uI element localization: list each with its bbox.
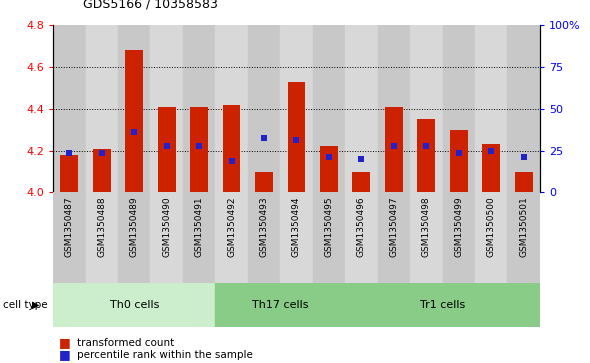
Bar — [86, 192, 118, 283]
Bar — [345, 25, 378, 192]
Text: GSM1350501: GSM1350501 — [519, 196, 528, 257]
Text: Th0 cells: Th0 cells — [110, 300, 159, 310]
Bar — [287, 82, 306, 192]
Point — [454, 150, 463, 156]
Text: GSM1350494: GSM1350494 — [292, 196, 301, 257]
Bar — [410, 192, 442, 283]
Text: ■: ■ — [59, 336, 71, 349]
Bar — [385, 107, 403, 192]
Bar — [410, 25, 442, 192]
Point — [519, 154, 528, 160]
Point — [324, 154, 333, 160]
Text: GSM1350488: GSM1350488 — [97, 196, 106, 257]
Bar — [482, 144, 500, 192]
Bar — [158, 107, 176, 192]
Bar — [450, 130, 468, 192]
Text: GSM1350500: GSM1350500 — [487, 196, 496, 257]
Text: GSM1350489: GSM1350489 — [130, 196, 139, 257]
Text: GSM1350499: GSM1350499 — [454, 196, 463, 257]
Point — [389, 144, 398, 150]
Text: GSM1350495: GSM1350495 — [324, 196, 333, 257]
Point — [291, 137, 301, 143]
Bar — [86, 25, 118, 192]
Point — [194, 144, 204, 150]
Bar — [248, 25, 280, 192]
Bar — [53, 283, 215, 327]
Text: GSM1350498: GSM1350498 — [422, 196, 431, 257]
Bar — [215, 283, 345, 327]
Bar — [118, 192, 150, 283]
Text: GDS5166 / 10358583: GDS5166 / 10358583 — [83, 0, 218, 11]
Bar — [118, 25, 150, 192]
Bar — [280, 192, 313, 283]
Bar — [378, 192, 410, 283]
Point — [64, 150, 74, 156]
Bar — [442, 25, 475, 192]
Bar — [53, 192, 86, 283]
Bar — [255, 172, 273, 192]
Bar — [352, 172, 371, 192]
Bar — [475, 25, 507, 192]
Text: GSM1350491: GSM1350491 — [195, 196, 204, 257]
Text: transformed count: transformed count — [77, 338, 174, 348]
Bar — [378, 25, 410, 192]
Bar — [514, 172, 533, 192]
Bar — [507, 25, 540, 192]
Text: GSM1350487: GSM1350487 — [65, 196, 74, 257]
Bar — [345, 283, 540, 327]
Bar — [442, 192, 475, 283]
Bar — [417, 119, 435, 192]
Text: Th17 cells: Th17 cells — [252, 300, 309, 310]
Text: percentile rank within the sample: percentile rank within the sample — [77, 350, 253, 360]
Bar — [475, 192, 507, 283]
Bar — [280, 25, 313, 192]
Text: GSM1350497: GSM1350497 — [389, 196, 398, 257]
Point — [129, 129, 139, 135]
Bar — [313, 192, 345, 283]
Bar — [60, 155, 78, 192]
Text: ■: ■ — [59, 348, 71, 362]
Point — [421, 144, 431, 150]
Text: Tr1 cells: Tr1 cells — [420, 300, 465, 310]
Bar — [183, 192, 215, 283]
Text: GSM1350493: GSM1350493 — [260, 196, 268, 257]
Bar — [507, 192, 540, 283]
Bar — [215, 25, 248, 192]
Bar — [125, 50, 143, 192]
Point — [97, 150, 106, 156]
Point — [227, 158, 236, 164]
Text: GSM1350490: GSM1350490 — [162, 196, 171, 257]
Bar — [93, 148, 111, 192]
Bar — [190, 107, 208, 192]
Point — [162, 144, 171, 150]
Bar — [222, 105, 241, 192]
Bar — [215, 192, 248, 283]
Bar — [150, 25, 183, 192]
Bar — [248, 192, 280, 283]
Bar — [313, 25, 345, 192]
Point — [486, 148, 496, 154]
Bar — [345, 192, 378, 283]
Point — [356, 156, 366, 162]
Point — [259, 135, 268, 141]
Bar — [320, 147, 338, 192]
Bar — [150, 192, 183, 283]
Bar — [53, 25, 86, 192]
Text: GSM1350496: GSM1350496 — [357, 196, 366, 257]
Text: ▶: ▶ — [32, 300, 40, 310]
Bar — [183, 25, 215, 192]
Text: GSM1350492: GSM1350492 — [227, 196, 236, 257]
Text: cell type: cell type — [3, 300, 48, 310]
